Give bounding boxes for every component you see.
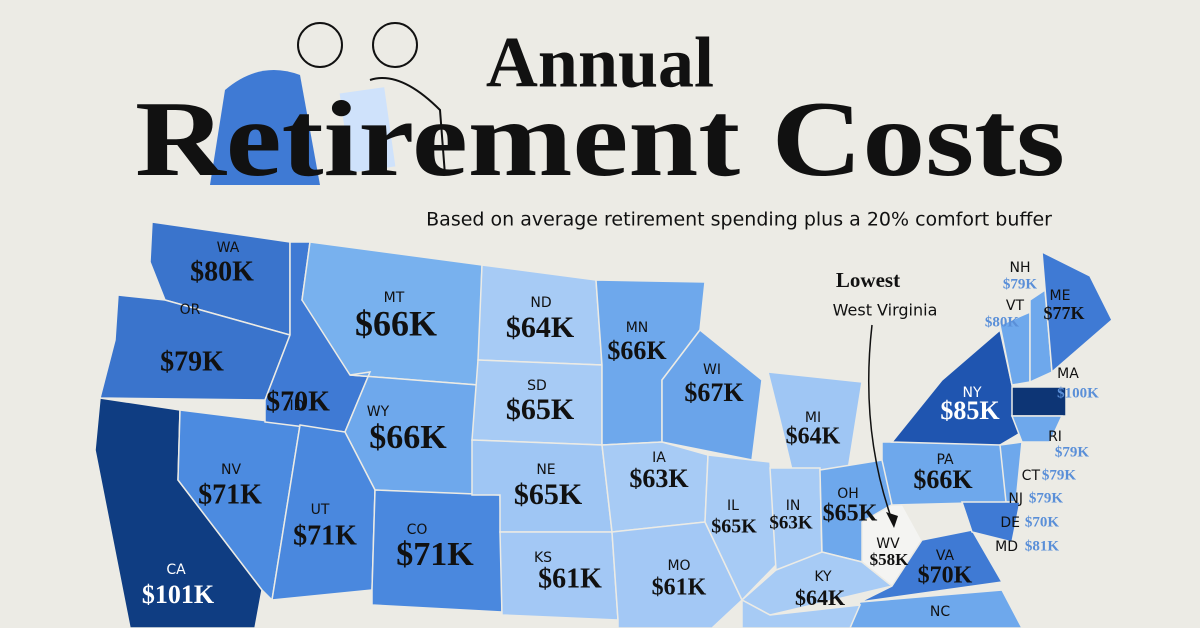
state-cost: $79K [1055, 444, 1090, 460]
state-abbr: NV [221, 462, 241, 478]
state-abbr: NH [1010, 260, 1031, 276]
state-abbr: KS [534, 550, 552, 566]
state-cost: $101K [142, 580, 215, 609]
state-abbr: ME [1050, 288, 1071, 304]
state-cost: $77K [1043, 303, 1084, 323]
state-cost: $100K [1057, 385, 1099, 401]
state-shape [661, 328, 763, 461]
state-cost: $66K [607, 336, 667, 365]
state-cost: $61K [538, 563, 602, 594]
state-cost: $70K [1025, 514, 1060, 530]
state-abbr: NJ [1008, 491, 1023, 507]
state-cost: $79K [160, 346, 224, 377]
annotation-text: West Virginia [833, 301, 938, 320]
state-abbr: CO [407, 522, 428, 538]
state-cost: $65K [506, 393, 575, 426]
state-shape [1041, 250, 1113, 374]
annotation [867, 324, 898, 528]
state-cost: $66K [355, 303, 437, 343]
state-cost: $79K [1042, 467, 1077, 483]
state-abbr: SD [527, 378, 547, 394]
state-abbr: WY [367, 404, 390, 420]
state-cost: $71K [198, 479, 262, 510]
state-shape [704, 454, 777, 602]
arrow-head [886, 512, 898, 528]
state-cost: $64K [506, 311, 575, 344]
state-cost: $79K [1029, 490, 1064, 506]
state-cost: $70K [918, 563, 973, 589]
state-cost: $63K [629, 464, 689, 493]
state-abbr: MI [805, 410, 821, 426]
state-abbr: IN [786, 498, 801, 514]
state-abbr: ND [530, 295, 551, 311]
title-line-1: Annual [486, 23, 714, 103]
annotation-arrow [867, 324, 893, 521]
state-abbr: NE [536, 462, 555, 478]
state-abbr: NC [930, 604, 950, 620]
state-abbr: IA [652, 450, 666, 466]
state-abbr: MA [1057, 366, 1079, 382]
state-abbr: OR [180, 302, 201, 318]
state-abbr: PA [936, 452, 954, 468]
state-cost: $85K [940, 396, 1000, 425]
state-cost: $70K [266, 386, 330, 417]
state-cost: $71K [396, 536, 474, 573]
annotation-heading: Lowest [836, 268, 900, 292]
state-abbr: WV [876, 536, 900, 552]
state-cost: $66K [913, 465, 973, 494]
state-abbr: CT [1022, 468, 1041, 484]
state-abbr: NY [962, 385, 981, 401]
state-abbr: VT [1006, 298, 1025, 314]
state-abbr: IL [727, 498, 739, 514]
state-abbr: MT [384, 290, 405, 306]
state-cost: $71K [293, 520, 357, 551]
state-cost: $80K [190, 256, 254, 287]
state-cost: $65K [823, 501, 878, 527]
state-cost: $65K [514, 478, 583, 511]
state-cost: $67K [684, 378, 744, 407]
state-shape [1010, 415, 1064, 443]
state-abbr: MO [667, 558, 690, 574]
state-abbr: MD [995, 539, 1018, 555]
state-shape [859, 529, 1004, 603]
state-cost: $58K [870, 550, 910, 569]
state-abbr: VA [936, 548, 955, 564]
state-abbr: RI [1048, 429, 1062, 445]
subtitle: Based on average retirement spending plu… [426, 209, 1052, 231]
state-abbr: WI [703, 362, 721, 378]
state-abbr: ID [290, 398, 305, 414]
state-cost: $81K [1025, 538, 1060, 554]
title-line-2: Retirement Costs [135, 80, 1065, 199]
state-abbr: WA [217, 240, 240, 256]
state-abbr: DE [1000, 515, 1020, 531]
state-shape [960, 501, 1021, 543]
state-abbr: CA [166, 562, 186, 578]
state-cost: $65K [711, 516, 757, 538]
state-shape [741, 598, 862, 628]
map [94, 221, 1113, 628]
state-abbr: MN [626, 320, 649, 336]
state-cost: $64K [786, 424, 841, 450]
state-abbr: UT [311, 502, 330, 518]
state-cost: $64K [795, 585, 845, 610]
state-cost: $66K [369, 419, 447, 456]
illustration [210, 22, 446, 185]
state-cost: $79K [1003, 276, 1038, 292]
state-cost: $61K [652, 575, 707, 601]
state-cost: $63K [769, 512, 813, 533]
state-cost: $80K [985, 314, 1020, 330]
state-abbr: KY [814, 569, 832, 585]
state-shape [1011, 386, 1067, 417]
state-abbr: OH [837, 486, 859, 502]
